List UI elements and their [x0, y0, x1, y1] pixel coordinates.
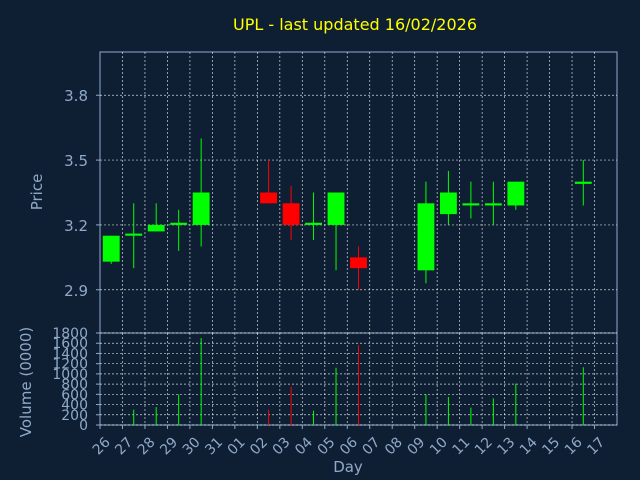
- volume-tick-label: 1800: [52, 326, 88, 342]
- candle-body: [305, 222, 322, 225]
- price-tick-label: 3.2: [64, 217, 88, 235]
- volume-tick-label: 1600: [52, 336, 88, 352]
- candle-body: [147, 224, 165, 232]
- volume-tick-label: 800: [61, 377, 88, 393]
- volume-tick-label: 200: [61, 408, 88, 424]
- candle-body: [350, 257, 367, 269]
- candle-body: [574, 181, 592, 184]
- candle-body: [439, 192, 457, 215]
- day-axis-label: Day: [333, 458, 363, 476]
- volume-tick-label: 0: [79, 418, 88, 434]
- price-tick-label: 3.5: [64, 152, 88, 170]
- volume-tick-label: 1400: [52, 346, 88, 362]
- price-tick-label: 2.9: [64, 282, 88, 300]
- candle-body: [282, 203, 300, 225]
- candle-body: [484, 203, 502, 206]
- volume-axis-label: Volume (0000): [17, 327, 35, 437]
- candle-body: [102, 235, 120, 262]
- volume-tick-label: 1000: [52, 367, 88, 383]
- price-axis-label: Price: [28, 174, 46, 211]
- volume-tick-label: 600: [61, 387, 88, 403]
- candle-body: [192, 192, 210, 225]
- candle-body: [327, 192, 345, 225]
- price-tick-label: 3.8: [64, 87, 88, 105]
- candle-body: [170, 222, 188, 225]
- candle-body: [260, 192, 278, 204]
- volume-tick-label: 400: [61, 398, 88, 414]
- chart-title: UPL - last updated 16/02/2026: [233, 15, 477, 34]
- candle-body: [417, 203, 435, 271]
- price-panel: 2.9 3.2 3.5 3.8: [64, 51, 618, 334]
- candle-body: [507, 181, 525, 206]
- volume-tick-label: 1200: [52, 357, 88, 373]
- candle-body: [125, 233, 143, 236]
- candle-body: [462, 203, 480, 206]
